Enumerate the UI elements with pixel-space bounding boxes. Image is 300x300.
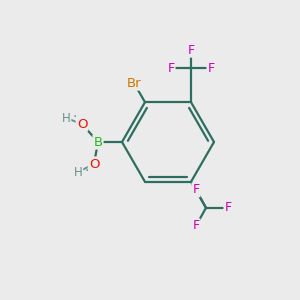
Text: O: O (89, 158, 99, 170)
Text: Br: Br (127, 76, 141, 90)
Text: F: F (192, 219, 200, 232)
Text: B: B (93, 136, 103, 148)
Text: F: F (167, 62, 175, 75)
Text: H: H (61, 112, 70, 124)
Text: F: F (188, 44, 195, 57)
Text: H: H (74, 166, 82, 178)
Text: O: O (77, 118, 87, 130)
Text: F: F (224, 201, 232, 214)
Text: F: F (207, 62, 214, 75)
Text: ·: · (73, 110, 77, 124)
Text: ·: · (85, 164, 89, 178)
Text: F: F (192, 183, 200, 196)
